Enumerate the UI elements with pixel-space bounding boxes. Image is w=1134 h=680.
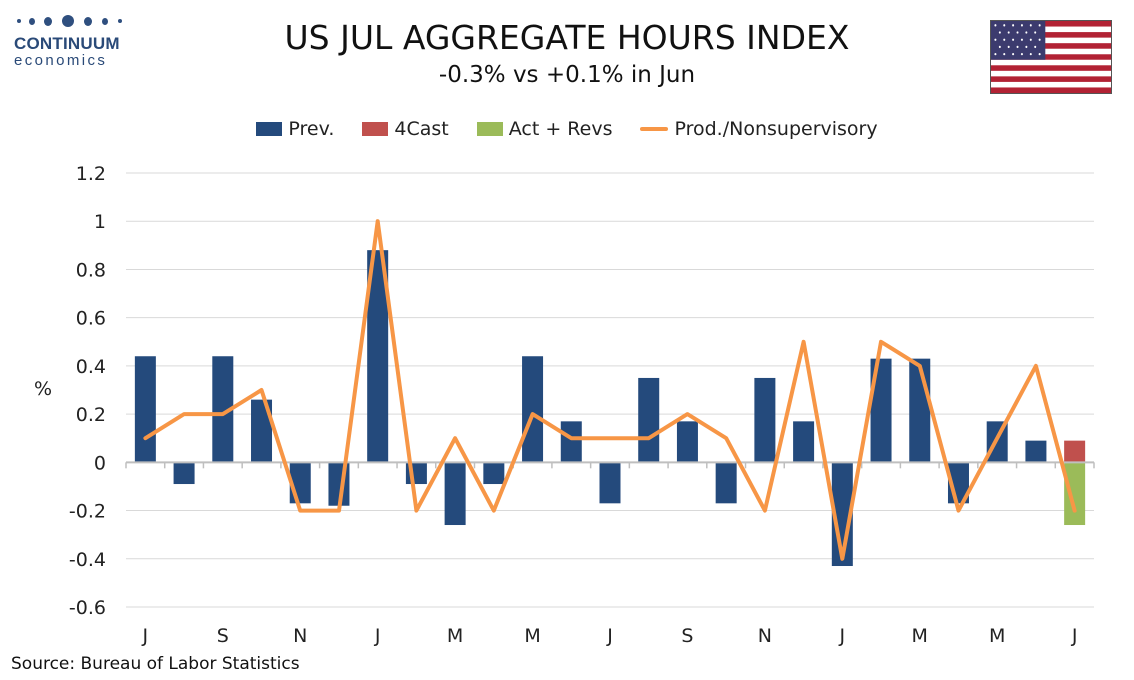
bar-prev- xyxy=(793,421,815,463)
bar-prev- xyxy=(1025,440,1047,463)
x-tick-label: N xyxy=(758,625,772,647)
legend-item-4cast: 4Cast xyxy=(362,118,449,140)
legend-label-prev: Prev. xyxy=(288,118,335,140)
bar-prev- xyxy=(134,356,156,463)
y-tick-label: 0.2 xyxy=(76,404,106,426)
chart-legend: Prev. 4Cast Act + Revs Prod./Nonsupervis… xyxy=(0,118,1134,140)
chart-title: US JUL AGGREGATE HOURS INDEX xyxy=(284,18,850,57)
x-tick-label: J xyxy=(839,625,846,647)
y-tick-label: 0.4 xyxy=(76,356,106,378)
bar-prev- xyxy=(599,462,621,504)
bar-prev- xyxy=(676,421,698,463)
legend-swatch-prev xyxy=(256,122,283,136)
logo-name: CONTINUUM xyxy=(14,34,120,53)
source-note: Source: Bureau of Labor Statistics xyxy=(11,654,300,674)
logo-dots-icon xyxy=(14,14,134,28)
y-tick-label: 0.6 xyxy=(76,308,106,330)
x-tick-label: N xyxy=(293,625,307,647)
chart-subtitle: -0.3% vs +0.1% in Jun xyxy=(438,62,696,88)
y-tick-label: -0.6 xyxy=(69,597,106,619)
x-tick-label: J xyxy=(1071,625,1078,647)
bar-prev- xyxy=(522,356,544,463)
legend-label-prod-nonsupervisory: Prod./Nonsupervisory xyxy=(674,118,878,140)
legend-label-4cast: 4Cast xyxy=(394,118,449,140)
y-tick-label: 1.2 xyxy=(76,163,106,185)
bar-prev- xyxy=(870,358,892,463)
y-tick-label: -0.2 xyxy=(69,501,106,523)
bar-prev- xyxy=(909,358,931,463)
bar-4cast xyxy=(1064,440,1086,463)
logo-subtitle: economics xyxy=(14,52,108,69)
bar-prev- xyxy=(638,377,660,463)
x-tick-label: J xyxy=(142,625,149,647)
legend-swatch-prod-nonsupervisory xyxy=(640,127,669,131)
bar-prev- xyxy=(212,356,234,463)
legend-swatch-4cast xyxy=(362,122,389,136)
legend-swatch-act-revs xyxy=(476,122,503,136)
continuum-logo: CONTINUUM economics xyxy=(14,14,134,69)
y-tick-label: 0.8 xyxy=(76,259,106,281)
bar-prev- xyxy=(754,377,776,463)
legend-item-prod-nonsupervisory: Prod./Nonsupervisory xyxy=(640,118,878,140)
y-tick-label: 1 xyxy=(94,211,106,233)
x-tick-label: M xyxy=(912,625,928,647)
bar-prev- xyxy=(173,462,195,485)
bar-prev- xyxy=(483,462,505,485)
legend-label-act-revs: Act + Revs xyxy=(508,118,613,140)
bar-prev- xyxy=(560,421,582,463)
bar-act-revs xyxy=(1064,462,1086,526)
bar-prev- xyxy=(367,250,389,463)
bar-prev- xyxy=(444,462,466,526)
bar-prev- xyxy=(715,462,737,504)
x-tick-label: J xyxy=(606,625,613,647)
x-tick-label: S xyxy=(217,625,229,647)
x-tick-label: M xyxy=(989,625,1005,647)
y-tick-label: -0.4 xyxy=(69,549,106,571)
x-tick-label: M xyxy=(447,625,463,647)
y-axis-label: % xyxy=(34,378,53,400)
x-tick-label: S xyxy=(681,625,693,647)
legend-item-act-revs: Act + Revs xyxy=(476,118,613,140)
us-flag-icon xyxy=(990,20,1112,94)
legend-item-prev: Prev. xyxy=(256,118,334,140)
line-prod-nonsupervisory xyxy=(143,219,1077,561)
y-tick-label: 0 xyxy=(94,452,106,474)
x-tick-label: M xyxy=(524,625,540,647)
x-tick-label: J xyxy=(374,625,381,647)
bar-prev- xyxy=(251,399,273,463)
